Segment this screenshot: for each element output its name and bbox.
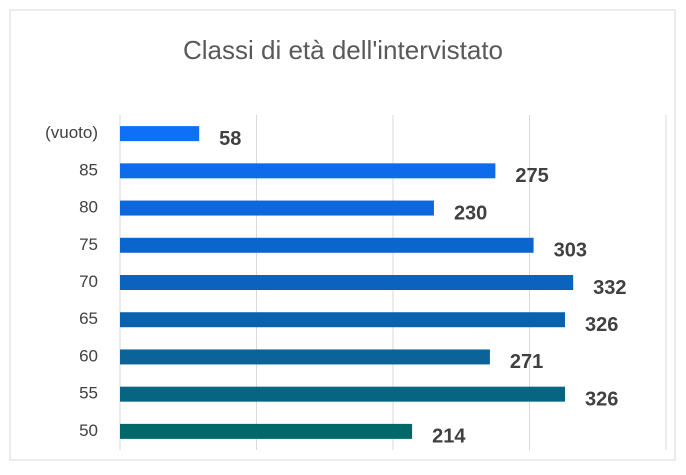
bar — [120, 163, 496, 179]
chart-border — [9, 9, 676, 461]
value-label: 58 — [219, 128, 241, 150]
y-tick-label: 75 — [79, 235, 98, 254]
y-tick-label: 85 — [79, 160, 98, 179]
value-label: 275 — [515, 165, 548, 187]
y-tick-label: 65 — [79, 309, 98, 328]
y-tick-label: (vuoto) — [45, 123, 98, 142]
y-tick-label: 50 — [79, 421, 98, 440]
y-tick-label: 55 — [79, 384, 98, 403]
bar — [120, 423, 413, 439]
bar — [120, 200, 434, 216]
bar — [120, 349, 490, 365]
bar — [120, 237, 534, 253]
value-label: 303 — [554, 240, 587, 262]
bar — [120, 312, 565, 328]
value-label: 332 — [593, 277, 626, 299]
chart-title: Classi di età dell'intervistato — [183, 35, 503, 65]
value-label: 326 — [585, 388, 618, 410]
value-label: 326 — [585, 314, 618, 336]
y-tick-label: 80 — [79, 198, 98, 217]
bar — [120, 275, 574, 290]
bar — [120, 386, 565, 402]
value-label: 271 — [510, 351, 543, 373]
value-label: 214 — [432, 426, 466, 448]
value-label: 230 — [454, 202, 487, 224]
y-tick-label: 70 — [79, 272, 98, 291]
bar — [120, 126, 200, 142]
y-tick-label: 60 — [79, 346, 98, 365]
